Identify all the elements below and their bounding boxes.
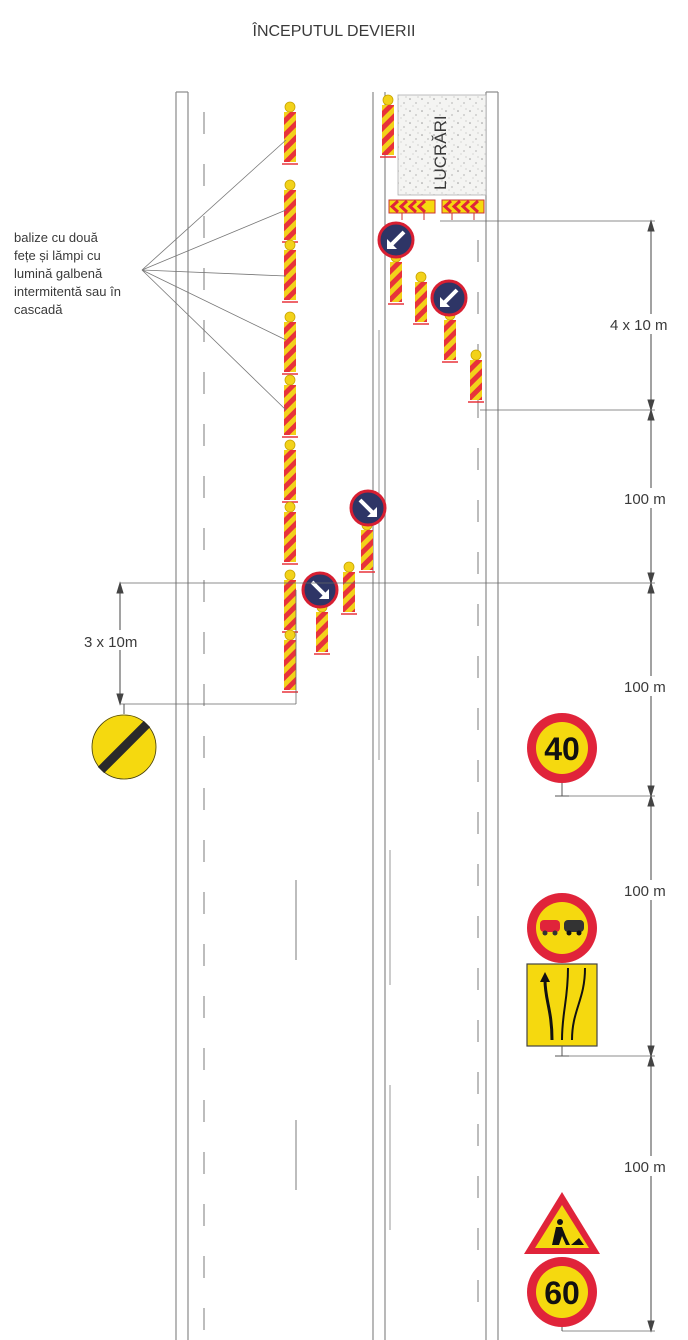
dimension-line-right (647, 219, 655, 1333)
reference-lines (120, 220, 655, 1332)
beacon-taper-left-2 (340, 561, 358, 615)
speed-limit-40-value: 40 (544, 731, 580, 767)
dimension-segment-4: 100 m (624, 1159, 666, 1176)
center-line (378, 330, 391, 1230)
keep-left-icon (430, 279, 468, 317)
beacon-6 (281, 439, 299, 503)
keep-right-icon (301, 571, 339, 609)
beacon-note-line: balize cu două (14, 230, 99, 245)
beacon-7 (281, 501, 299, 565)
beacon-work-1 (379, 94, 397, 158)
beacon-taper-right-2 (412, 271, 430, 325)
dimension-taper-left: 3 x 10m (84, 634, 137, 651)
speed-limit-40-sign: 40 (527, 713, 597, 797)
speed-limit-60-sign: 60 (527, 1257, 597, 1331)
dimension-taper-right: 4 x 10 m (610, 317, 668, 334)
page-title: ÎNCEPUTUL DEVIERII (252, 21, 416, 40)
no-overtaking-sign (527, 893, 597, 963)
dimension-segment-3: 100 m (624, 883, 666, 900)
beacon-note-line: fețe și lămpi cu (14, 248, 101, 263)
beacon-taper-right-3 (441, 309, 459, 363)
end-of-restrictions-sign (91, 704, 157, 780)
beacon-note-line: cascadă (14, 302, 63, 317)
road-edges (175, 91, 499, 1340)
chevron-barrier-left (388, 199, 436, 220)
road-works-sign (524, 1192, 600, 1254)
work-zone-label: LUCRĂRI (431, 115, 450, 190)
beacon-taper-left-1 (313, 601, 331, 655)
speed-limit-60-value: 60 (544, 1275, 580, 1311)
keep-right-icon (349, 489, 387, 527)
beacon-note-line: intermitentă sau în (14, 284, 121, 299)
lane-shift-sign (526, 963, 598, 1057)
work-zone: LUCRĂRI (397, 94, 487, 196)
beacon-4 (281, 311, 299, 375)
beacon-taper-right-1 (387, 251, 405, 305)
note-leader-lines (141, 139, 287, 411)
road-works-icon (552, 1219, 584, 1245)
chevron-barrier-right (441, 199, 485, 220)
keep-left-icon (377, 221, 415, 259)
beacon-taper-right-4 (467, 349, 485, 403)
no-overtaking-icon (540, 920, 584, 936)
beacon-3 (281, 239, 299, 303)
beacon-1 (281, 101, 299, 165)
dimension-segment-2: 100 m (624, 679, 666, 696)
dimension-segment-1: 100 m (624, 491, 666, 508)
beacon-note: balize cu două fețe și lămpi cu lumină g… (14, 230, 121, 317)
lane-shift-icon (540, 967, 586, 1041)
beacon-5 (281, 374, 299, 438)
beacon-note-line: lumină galbenă (14, 266, 103, 281)
